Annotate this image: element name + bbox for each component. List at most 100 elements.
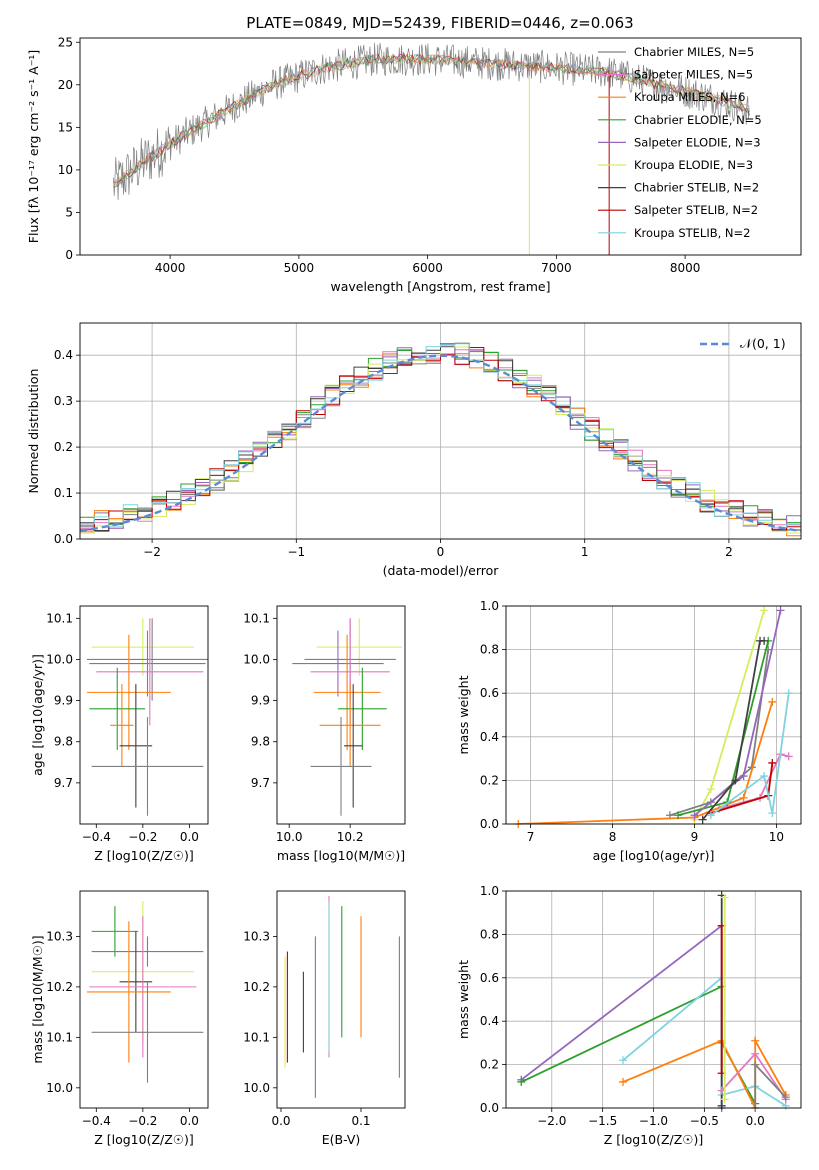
x-tick-label: 5000 xyxy=(284,261,315,275)
x-axis-label: wavelength [Angstrom, rest frame] xyxy=(330,279,550,294)
axes-frame xyxy=(505,605,802,825)
x-axis-label: age [log10(age/yr)] xyxy=(593,848,715,863)
y-tick-label: 0.0 xyxy=(54,532,73,546)
y-tick-label: 1.0 xyxy=(480,884,499,898)
mass-weight-point-marker xyxy=(690,811,699,820)
x-tick-label: −1.0 xyxy=(639,1114,668,1128)
x-tick-label: 10.0 xyxy=(276,830,303,844)
mass-weight-point-marker xyxy=(698,815,707,824)
axes-frame xyxy=(79,322,802,540)
x-tick-label: −1.5 xyxy=(588,1114,617,1128)
mass-weight-series-line xyxy=(622,1037,787,1108)
y-axis-label: mass weight xyxy=(456,960,471,1039)
mass-weight-point-marker xyxy=(751,1049,760,1058)
y-tick-label: 0.8 xyxy=(480,643,499,657)
y-tick-label: 10.3 xyxy=(46,929,73,943)
x-tick-label: 0.1 xyxy=(351,1114,370,1128)
y-tick-label: 10.2 xyxy=(243,980,270,994)
y-axis-label: mass [log10(M/M☉)] xyxy=(30,935,45,1063)
x-tick-label: 6000 xyxy=(412,261,443,275)
legend-entry: Kroupa ELODIE, N=3 xyxy=(634,158,753,172)
mass-weight-point-marker xyxy=(739,772,748,781)
x-tick-label: 8000 xyxy=(670,261,701,275)
mass-weight-point-marker xyxy=(768,758,777,767)
y-tick-label: 0.1 xyxy=(54,486,73,500)
model-spectrum-line xyxy=(113,53,750,186)
mass-weight-point-marker xyxy=(760,772,769,781)
mass-weight-point-marker xyxy=(751,1036,760,1045)
axes-frame xyxy=(79,890,209,1109)
y-tick-label: 9.9 xyxy=(251,694,270,708)
y-axis-label: Flux [fλ 10⁻¹⁷ erg cm⁻² s⁻¹ A⁻¹] xyxy=(26,50,41,243)
x-tick-label: −0.2 xyxy=(128,830,157,844)
mass-weight-point-marker xyxy=(517,1077,526,1086)
y-tick-label: 0.4 xyxy=(480,730,499,744)
y-tick-label: 9.9 xyxy=(54,694,73,708)
x-tick-label: −2.0 xyxy=(537,1114,566,1128)
x-tick-label: 0.0 xyxy=(180,830,199,844)
mass-weight-series-line xyxy=(702,640,765,821)
x-axis-label: Z [log10(Z/Z☉)] xyxy=(604,1132,704,1147)
mass-weight-point-marker xyxy=(768,809,777,818)
y-tick-label: 9.7 xyxy=(54,776,73,790)
axes-frame xyxy=(505,890,802,1109)
y-tick-label: 0.0 xyxy=(480,817,499,831)
mass-weight-point-marker xyxy=(720,893,729,902)
y-tick-label: 10 xyxy=(58,163,73,177)
axes-frame xyxy=(276,890,406,1109)
mass-weight-point-marker xyxy=(618,1056,627,1065)
legend-entry: Salpeter MILES, N=5 xyxy=(634,68,753,82)
mass-weight-point-marker xyxy=(706,811,715,820)
y-axis-label: age [log10(age/yr)] xyxy=(30,654,45,776)
y-axis-label: Normed distribution xyxy=(26,369,41,494)
mass-weight-series-line xyxy=(518,701,774,824)
axes-frame xyxy=(79,605,209,825)
x-tick-label: 8 xyxy=(609,830,617,844)
y-tick-label: 15 xyxy=(58,120,73,134)
x-tick-label: 1 xyxy=(581,545,589,559)
y-tick-label: 10.1 xyxy=(46,1030,73,1044)
legend-entry: 𝒩(0, 1) xyxy=(740,336,786,351)
normal-distribution-curve xyxy=(80,354,801,533)
y-tick-label: 0.2 xyxy=(480,773,499,787)
y-tick-label: 9.8 xyxy=(54,735,73,749)
y-tick-label: 25 xyxy=(58,35,73,49)
figure-title: PLATE=0849, MJD=52439, FIBERID=0446, z=0… xyxy=(246,14,633,32)
mass-weight-point-marker xyxy=(784,689,793,698)
mass-weight-point-marker xyxy=(739,793,748,802)
axes-frame xyxy=(79,37,802,256)
legend-entry: Salpeter STELIB, N=2 xyxy=(634,203,758,217)
y-tick-label: 10.0 xyxy=(46,1081,73,1095)
x-tick-label: 7000 xyxy=(541,261,572,275)
mass-weight-point-marker xyxy=(618,1077,627,1086)
x-tick-label: 7 xyxy=(527,830,535,844)
x-tick-label: 0.0 xyxy=(746,1114,765,1128)
x-tick-label: 4000 xyxy=(155,261,186,275)
y-tick-label: 10.1 xyxy=(243,1030,270,1044)
mass-weight-point-marker xyxy=(760,606,769,615)
x-tick-label: −0.4 xyxy=(82,830,111,844)
mass-weight-point-marker xyxy=(768,697,777,706)
x-tick-label: 10.2 xyxy=(337,830,364,844)
mass-weight-series-line xyxy=(520,985,756,1105)
mass-weight-point-marker xyxy=(781,1093,790,1102)
legend-entry: Chabrier STELIB, N=2 xyxy=(634,181,759,195)
x-axis-label: Z [log10(Z/Z☉)] xyxy=(94,848,194,863)
y-tick-label: 0 xyxy=(65,248,73,262)
x-axis-label: Z [log10(Z/Z☉)] xyxy=(94,1132,194,1147)
y-tick-label: 10.0 xyxy=(243,1081,270,1095)
y-tick-label: 20 xyxy=(58,78,73,92)
y-tick-label: 0.6 xyxy=(480,686,499,700)
y-tick-label: 0.4 xyxy=(54,348,73,362)
y-tick-label: 10.1 xyxy=(46,611,73,625)
x-tick-label: 0.0 xyxy=(180,1114,199,1128)
y-axis-label: mass weight xyxy=(456,675,471,754)
x-tick-label: −1 xyxy=(287,545,305,559)
x-tick-label: 0.0 xyxy=(271,1114,290,1128)
mass-weight-point-marker xyxy=(720,1095,729,1104)
y-tick-label: 0.3 xyxy=(54,394,73,408)
mass-weight-point-marker xyxy=(751,1060,760,1069)
mass-weight-series-line xyxy=(710,762,774,814)
y-tick-label: 0.0 xyxy=(480,1101,499,1115)
